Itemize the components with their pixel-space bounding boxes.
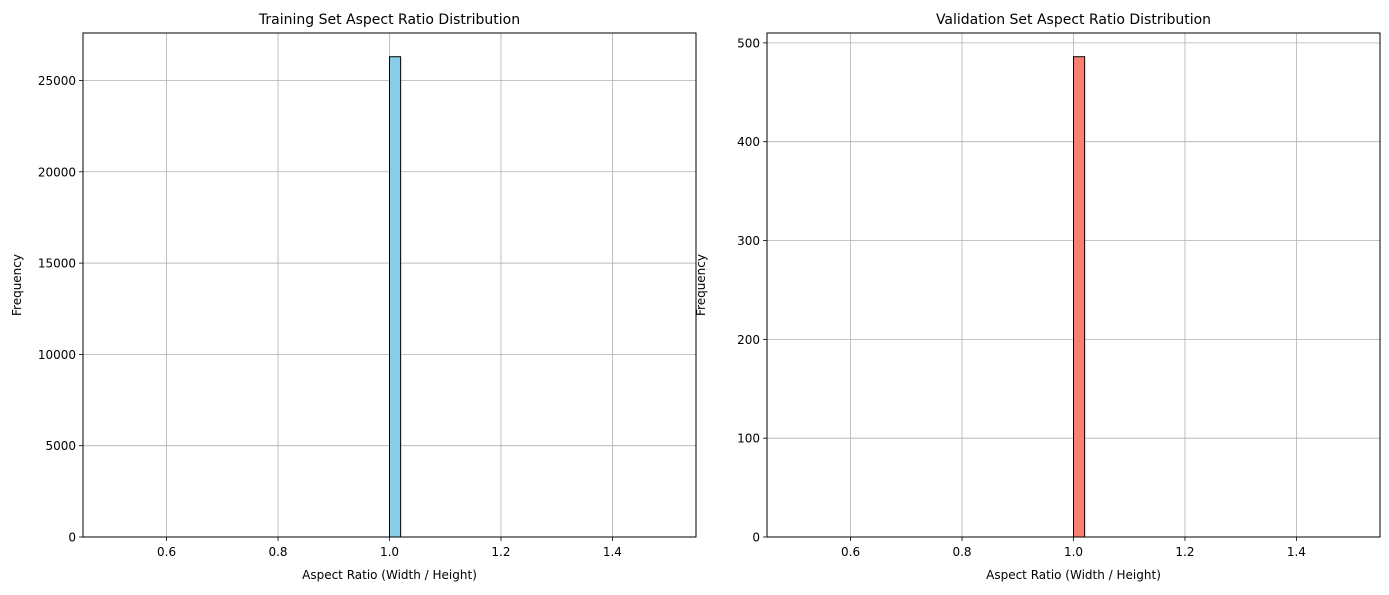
validation-y-tick-label: 100 <box>737 432 760 446</box>
training-y-tick-label: 25000 <box>38 74 76 88</box>
training-histogram-bar <box>389 56 402 538</box>
validation-y-axis-label: Frequency <box>694 254 708 316</box>
training-y-axis-label: Frequency <box>10 254 24 316</box>
validation-bars <box>1073 56 1086 538</box>
validation-x-tick-label: 1.4 <box>1287 545 1306 559</box>
training-y-tick-label: 10000 <box>38 348 76 362</box>
validation-y-tick-label: 0 <box>752 531 760 545</box>
training-x-tick-label: 1.4 <box>603 545 622 559</box>
validation-y-tick-label: 500 <box>737 36 760 50</box>
validation-ticks: 0.6 0.8 1.0 1.2 1.4 0 100 200 300 400 500 <box>737 36 1306 559</box>
validation-x-tick-label: 0.6 <box>841 545 860 559</box>
training-histogram-panel: 0.6 0.8 1.0 1.2 1.4 0 5000 10000 15000 20000 25000… <box>10 12 697 582</box>
training-y-tick-label: 0 <box>68 531 76 545</box>
training-ticks: 0.6 0.8 1.0 1.2 1.4 0 5000 10000 15000 20000 25000 <box>38 74 622 559</box>
training-x-tick-label: 1.0 <box>380 545 399 559</box>
validation-x-tick-label: 0.8 <box>952 545 971 559</box>
validation-x-axis-label: Aspect Ratio (Width / Height) <box>986 568 1161 582</box>
validation-y-tick-label: 200 <box>737 333 760 347</box>
validation-y-tick-label: 300 <box>737 234 760 248</box>
training-x-tick-label: 1.2 <box>491 545 510 559</box>
training-chart-title: Training Set Aspect Ratio Distribution <box>258 12 520 28</box>
training-y-tick-label: 15000 <box>38 257 76 271</box>
training-y-tick-label: 5000 <box>45 439 76 453</box>
training-bars <box>389 56 402 538</box>
validation-histogram-bar <box>1073 56 1086 538</box>
validation-x-tick-label: 1.0 <box>1064 545 1083 559</box>
training-x-tick-label: 0.6 <box>157 545 176 559</box>
validation-histogram-panel: 0.6 0.8 1.0 1.2 1.4 0 100 200 300 400 500 Validati… <box>694 12 1381 582</box>
validation-x-tick-label: 1.2 <box>1175 545 1194 559</box>
training-x-axis-label: Aspect Ratio (Width / Height) <box>302 568 477 582</box>
validation-y-tick-label: 400 <box>737 135 760 149</box>
training-y-tick-label: 20000 <box>38 165 76 179</box>
validation-chart-title: Validation Set Aspect Ratio Distribution <box>936 12 1211 28</box>
training-x-tick-label: 0.8 <box>268 545 287 559</box>
